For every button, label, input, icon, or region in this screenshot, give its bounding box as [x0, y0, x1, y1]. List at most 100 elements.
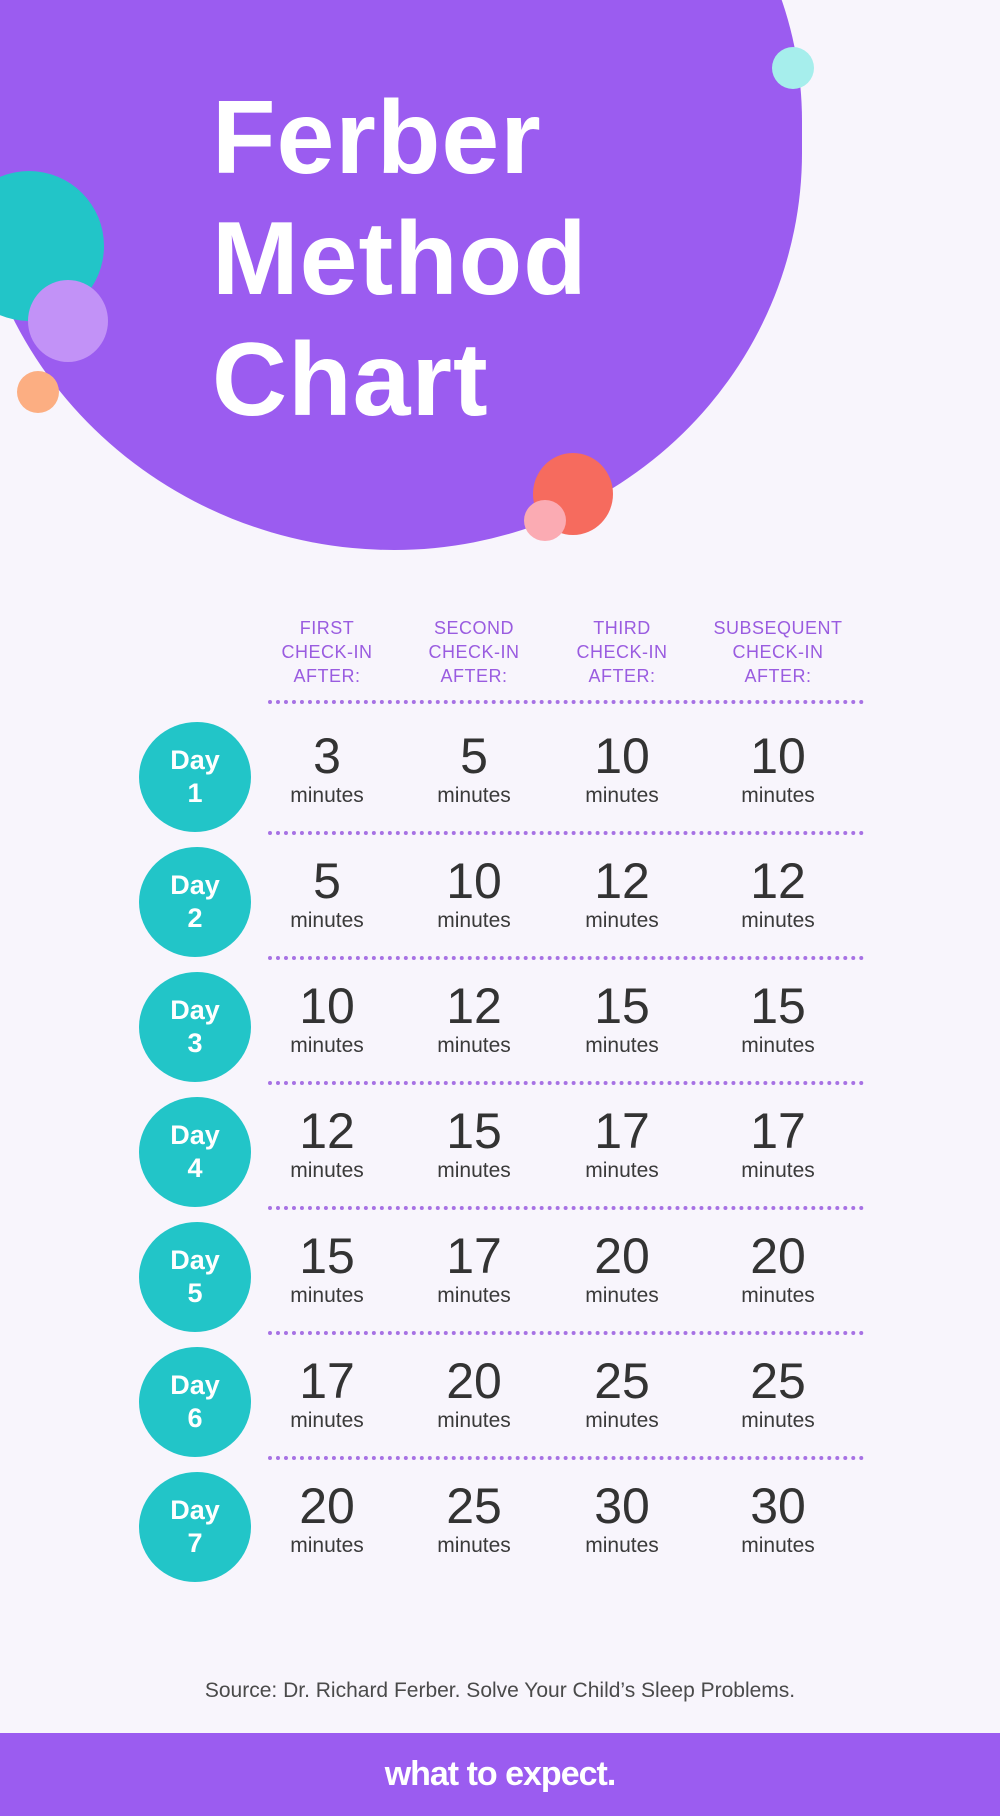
day-label: Day — [170, 745, 220, 775]
decor-lavender-circle — [28, 280, 108, 362]
day-label: 5 — [187, 1278, 203, 1308]
table-cell: 10 minutes — [252, 978, 402, 1058]
minutes-unit: minutes — [741, 1284, 815, 1307]
table-cell: 12 minutes — [703, 853, 853, 933]
minutes-value: 12 — [750, 853, 806, 909]
day-label: Day — [170, 995, 220, 1025]
minutes-value: 17 — [594, 1103, 650, 1159]
dotted-divider — [268, 1331, 864, 1335]
minutes-value: 3 — [313, 728, 341, 784]
table-cell: 5 minutes — [399, 728, 549, 808]
table-cell: 3 minutes — [252, 728, 402, 808]
table-cell: 17 minutes — [252, 1353, 402, 1433]
column-header-line: SUBSEQUENT — [713, 618, 843, 638]
minutes-unit: minutes — [290, 1159, 364, 1182]
minutes-value: 20 — [594, 1228, 650, 1284]
minutes-unit: minutes — [290, 1534, 364, 1557]
minutes-value: 15 — [299, 1228, 355, 1284]
minutes-unit: minutes — [437, 1284, 511, 1307]
column-header-line: AFTER: — [293, 666, 361, 686]
minutes-value: 25 — [594, 1353, 650, 1409]
table-cell: 12 minutes — [547, 853, 697, 933]
dotted-divider — [268, 1206, 864, 1210]
decor-pink-circle — [524, 500, 566, 541]
minutes-unit: minutes — [741, 1534, 815, 1557]
minutes-unit: minutes — [585, 1534, 659, 1557]
column-header-line: CHECK-IN — [428, 642, 520, 662]
day-label: Day — [170, 1120, 220, 1150]
minutes-unit: minutes — [290, 784, 364, 807]
table-cell: 25 minutes — [547, 1353, 697, 1433]
title-line: Method — [212, 201, 588, 317]
table-cell: 30 minutes — [703, 1478, 853, 1558]
table-cell: 5 minutes — [252, 853, 402, 933]
table-cell: 10 minutes — [399, 853, 549, 933]
table-cell: 30 minutes — [547, 1478, 697, 1558]
table-cell: 15 minutes — [703, 978, 853, 1058]
table-cell: 20 minutes — [399, 1353, 549, 1433]
day-label: Day — [170, 1370, 220, 1400]
column-header-line: CHECK-IN — [281, 642, 373, 662]
dotted-divider — [268, 1081, 864, 1085]
day-label: Day — [170, 870, 220, 900]
minutes-unit: minutes — [585, 1159, 659, 1182]
column-header: FIRST CHECK-IN AFTER: — [252, 616, 402, 688]
decor-light-teal-circle — [772, 47, 814, 89]
minutes-value: 10 — [299, 978, 355, 1034]
day-label: Day — [170, 1245, 220, 1275]
day-label: 7 — [187, 1528, 203, 1558]
minutes-value: 10 — [594, 728, 650, 784]
day-label: 1 — [187, 778, 203, 808]
table-cell: 12 minutes — [399, 978, 549, 1058]
minutes-unit: minutes — [585, 1409, 659, 1432]
day-label: 2 — [187, 903, 203, 933]
minutes-unit: minutes — [437, 1534, 511, 1557]
minutes-value: 17 — [750, 1103, 806, 1159]
minutes-value: 30 — [750, 1478, 806, 1534]
table-row: Day 6 17 minutes 20 minutes 25 minutes 25 minutes — [0, 1335, 1000, 1460]
column-header-line: SECOND — [433, 618, 514, 638]
minutes-value: 10 — [446, 853, 502, 909]
table-cell: 17 minutes — [547, 1103, 697, 1183]
day-badge: Day 7 — [139, 1472, 251, 1582]
column-header-line: CHECK-IN — [576, 642, 668, 662]
day-label: Day — [170, 1495, 220, 1525]
day-badge: Day 2 — [139, 847, 251, 957]
dotted-divider — [268, 700, 864, 704]
day-badge: Day 4 — [139, 1097, 251, 1207]
page-title: Ferber Method Chart — [212, 78, 588, 441]
minutes-unit: minutes — [585, 1034, 659, 1057]
day-badge: Day 5 — [139, 1222, 251, 1332]
minutes-unit: minutes — [437, 909, 511, 932]
table-row: Day 4 12 minutes 15 minutes 17 minutes 17 minutes — [0, 1085, 1000, 1210]
table-cell: 20 minutes — [547, 1228, 697, 1308]
column-header: SECOND CHECK-IN AFTER: — [399, 616, 549, 688]
minutes-value: 20 — [299, 1478, 355, 1534]
table-row: Day 3 10 minutes 12 minutes 15 minutes 15 minutes — [0, 960, 1000, 1085]
minutes-value: 20 — [446, 1353, 502, 1409]
table-row: Day 5 15 minutes 17 minutes 20 minutes 20 minutes — [0, 1210, 1000, 1335]
day-label: 6 — [187, 1403, 203, 1433]
table-cell: 20 minutes — [703, 1228, 853, 1308]
table-cell: 17 minutes — [703, 1103, 853, 1183]
table-cell: 17 minutes — [399, 1228, 549, 1308]
table-cell: 15 minutes — [547, 978, 697, 1058]
minutes-value: 5 — [313, 853, 341, 909]
table-cell: 12 minutes — [252, 1103, 402, 1183]
dotted-divider — [268, 1456, 864, 1460]
column-header: THIRD CHECK-IN AFTER: — [547, 616, 697, 688]
minutes-value: 12 — [299, 1103, 355, 1159]
minutes-value: 5 — [460, 728, 488, 784]
minutes-unit: minutes — [741, 784, 815, 807]
minutes-unit: minutes — [585, 909, 659, 932]
minutes-value: 25 — [446, 1478, 502, 1534]
table-cell: 25 minutes — [703, 1353, 853, 1433]
minutes-unit: minutes — [290, 1284, 364, 1307]
minutes-value: 12 — [594, 853, 650, 909]
day-badge: Day 6 — [139, 1347, 251, 1457]
table-cell: 10 minutes — [703, 728, 853, 808]
day-label: 3 — [187, 1028, 203, 1058]
column-header-line: AFTER: — [744, 666, 812, 686]
minutes-value: 15 — [446, 1103, 502, 1159]
column-header-line: FIRST — [299, 618, 355, 638]
